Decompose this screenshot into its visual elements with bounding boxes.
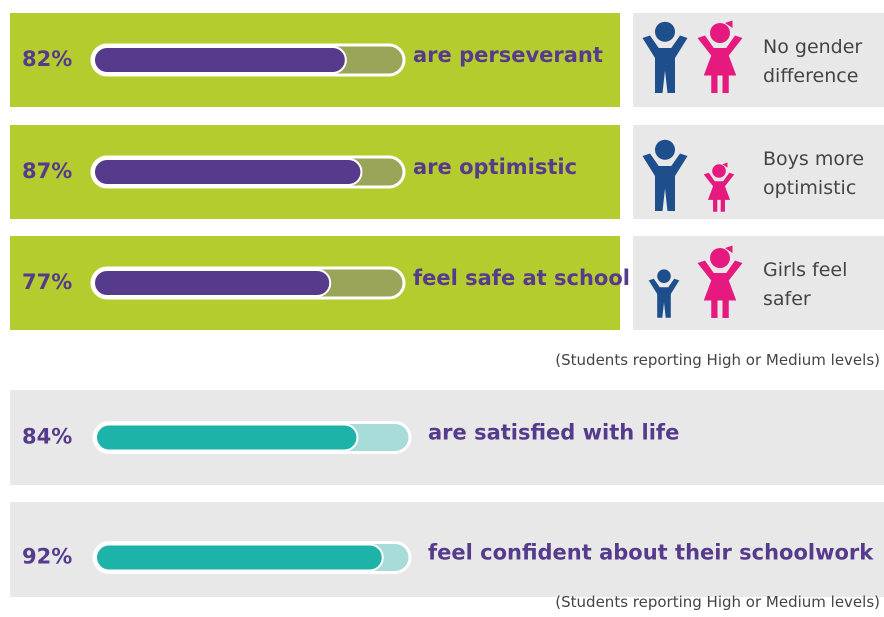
percent-label: 92% [22, 545, 72, 569]
group-2: 84% are satisfied with life 92% feel confid… [10, 390, 884, 611]
row-label: feel safe at school [413, 266, 630, 290]
row-label: are optimistic [413, 155, 577, 179]
gender-note: difference [763, 65, 858, 87]
source-note: (Students reporting High or Medium level… [555, 593, 880, 611]
gender-note: safer [763, 288, 811, 310]
bar [93, 158, 363, 186]
source-note: (Students reporting High or Medium level… [555, 351, 880, 369]
percent-label: 84% [22, 425, 72, 449]
bar [95, 543, 384, 572]
bar [93, 269, 332, 297]
percent-label: 87% [22, 159, 72, 183]
bar [93, 46, 347, 74]
gender-note: optimistic [763, 177, 856, 199]
row-label: are satisfied with life [428, 421, 679, 445]
percent-label: 77% [22, 270, 72, 294]
gender-note: Girls feel [763, 259, 847, 281]
row-label: are perseverant [413, 43, 603, 67]
gender-note: Boys more [763, 148, 864, 170]
row-label: feel confident about their schoolwork [428, 541, 874, 565]
gender-note: No gender [763, 36, 862, 58]
group-1: 82% are perseverant No gender difference 87%… [10, 13, 884, 369]
percent-label: 82% [22, 47, 72, 71]
bar [95, 423, 359, 452]
